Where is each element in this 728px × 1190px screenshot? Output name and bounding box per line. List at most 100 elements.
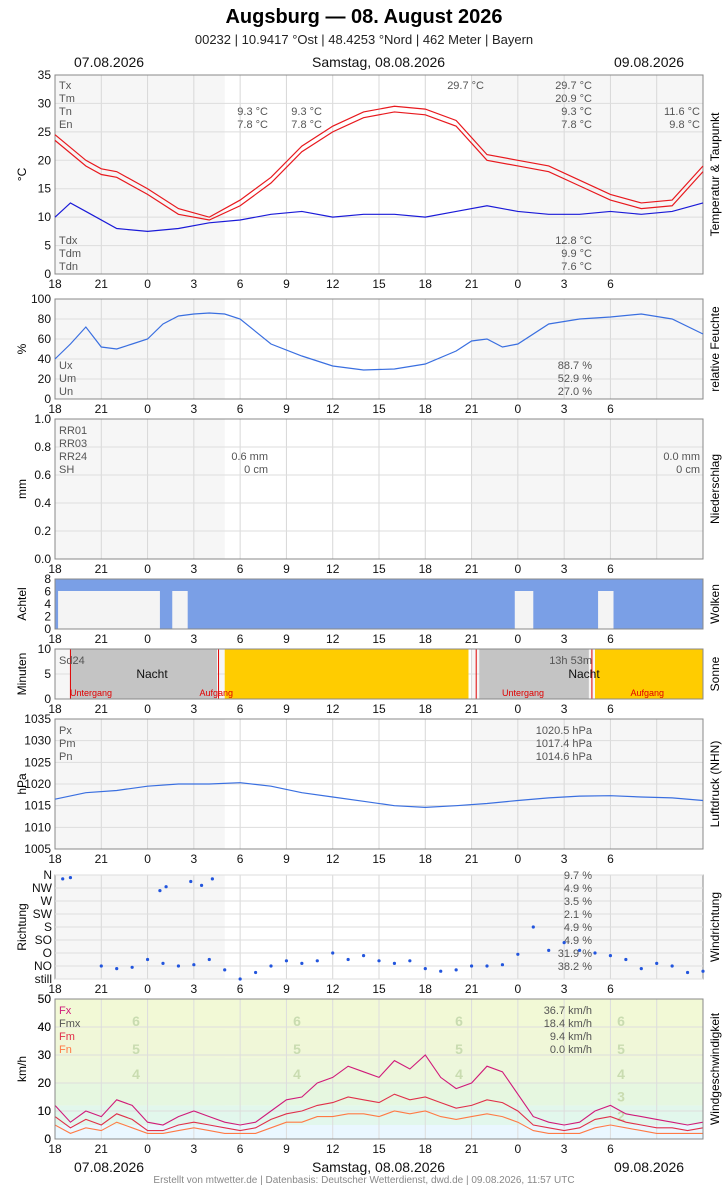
x-tick-label: 18 [419, 632, 433, 646]
temp-value: 9.3 °C [561, 106, 592, 118]
y-tick-label: 40 [38, 1020, 52, 1034]
wind-legend-label: Fmx [59, 1018, 81, 1030]
y-tick-label: 0.8 [34, 440, 51, 454]
precip-legend-label: RR01 [59, 425, 87, 437]
cloud-gap [172, 591, 188, 629]
direction-point [547, 948, 551, 953]
x-tick-label: 12 [326, 277, 340, 291]
temp-value: 7.8 °C [561, 119, 592, 131]
x-tick-label: 18 [419, 277, 433, 291]
direction-point [516, 952, 520, 956]
x-tick-label: 21 [465, 1142, 479, 1156]
x-tick-label: 21 [465, 632, 479, 646]
cloud-frame [54, 578, 704, 630]
direction-percent: 4.9 % [564, 922, 592, 934]
y-tick-label: 1035 [24, 712, 51, 726]
sun-legend-label: Sd24 [59, 655, 85, 667]
y-tick-label: 2 [44, 610, 51, 624]
humidity-value: 27.0 % [558, 386, 592, 398]
y-tick-label: 6 [44, 585, 51, 599]
daylight-band [224, 75, 472, 274]
x-tick-label: 15 [372, 632, 386, 646]
y-tick-label: 20 [38, 1076, 52, 1090]
x-tick-label: 3 [561, 277, 568, 291]
x-tick-label: 0 [144, 702, 151, 716]
x-tick-label: 0 [144, 632, 151, 646]
x-tick-label: 0 [144, 277, 151, 291]
wind-value: 9.4 km/h [550, 1031, 592, 1043]
x-tick-label: 0 [144, 1142, 151, 1156]
panel-side-label: Windrichtung [708, 892, 722, 962]
x-tick-label: 12 [326, 632, 340, 646]
direction-tick-label: S [44, 920, 52, 934]
y-tick-label: 60 [38, 332, 52, 346]
temp-value: 7.8 °C [291, 119, 322, 131]
x-tick-label: 9 [283, 982, 290, 996]
direction-point [655, 961, 659, 966]
beaufort-label: 4 [617, 1066, 625, 1082]
x-tick-label: 0 [515, 632, 522, 646]
x-tick-label: 6 [237, 562, 244, 576]
direction-percent: 38.2 % [558, 961, 592, 973]
x-tick-label: 18 [48, 277, 62, 291]
panel-side-label: Temperatur & Taupunkt [708, 112, 722, 237]
x-tick-label: 15 [372, 1142, 386, 1156]
x-tick-label: 3 [561, 562, 568, 576]
direction-point [164, 885, 168, 889]
x-tick-label: 6 [607, 402, 614, 416]
x-tick-label: 18 [48, 702, 62, 716]
direction-point [207, 957, 211, 962]
direction-percent: 2.1 % [564, 909, 592, 921]
direction-point [161, 961, 165, 966]
x-tick-label: 9 [283, 277, 290, 291]
beaufort-label: 4 [132, 1066, 140, 1082]
page-title: Augsburg — 08. August 2026 [225, 6, 503, 28]
y-tick-label: 30 [38, 1048, 52, 1062]
y-tick-label: 1015 [24, 799, 51, 813]
x-tick-label: 9 [283, 562, 290, 576]
direction-point [377, 959, 381, 963]
direction-point [392, 961, 397, 966]
panel-side-label: Windgeschwindigkeit [708, 1012, 722, 1125]
x-tick-label: 21 [95, 402, 109, 416]
x-tick-label: 21 [95, 632, 109, 646]
x-tick-label: 3 [561, 982, 568, 996]
x-tick-label: 6 [607, 277, 614, 291]
y-tick-label: 10 [38, 1104, 52, 1118]
y-tick-label: 4 [44, 597, 51, 611]
x-tick-label: 0 [144, 402, 151, 416]
temp-value: 29.7 °C [555, 80, 592, 92]
beaufort-label: 6 [293, 1013, 301, 1029]
direction-point [485, 964, 489, 968]
y-tick-label: 25 [38, 125, 52, 139]
y-tick-label: 20 [38, 372, 52, 386]
temp-peak-value: 29.7 °C [447, 80, 484, 92]
x-tick-label: 18 [48, 562, 62, 576]
station-info: 00232 | 10.9417 °Ost | 48.4253 °Nord | 4… [194, 32, 534, 47]
y-tick-label: 1020 [24, 777, 51, 791]
y-tick-label: 5 [44, 239, 51, 253]
panel-side-label: Wolken [708, 584, 722, 624]
direction-percent: 3.5 % [564, 896, 592, 908]
x-tick-label: 3 [191, 562, 198, 576]
direction-point [99, 964, 103, 968]
x-tick-label: 21 [95, 982, 109, 996]
x-tick-label: 21 [95, 562, 109, 576]
y-tick-label: 20 [38, 153, 52, 167]
x-tick-label: 15 [372, 277, 386, 291]
humidity-value: 52.9 % [558, 373, 592, 385]
date-right: 09.08.2026 [614, 54, 685, 70]
humidity-legend-label: Un [59, 386, 73, 398]
night-label: Nacht [136, 667, 168, 681]
direction-point [577, 948, 582, 953]
date-left: 07.08.2026 [74, 54, 145, 70]
temp-value: 9.3 °C [237, 106, 268, 118]
direction-tick-label: SW [33, 907, 53, 921]
sun-frame [54, 648, 704, 700]
beaufort-label: 4 [293, 1066, 301, 1082]
direction-point [284, 959, 289, 963]
direction-point [115, 967, 119, 971]
x-tick-label: 18 [419, 1142, 433, 1156]
direction-point [562, 941, 566, 945]
direction-point [469, 964, 474, 968]
